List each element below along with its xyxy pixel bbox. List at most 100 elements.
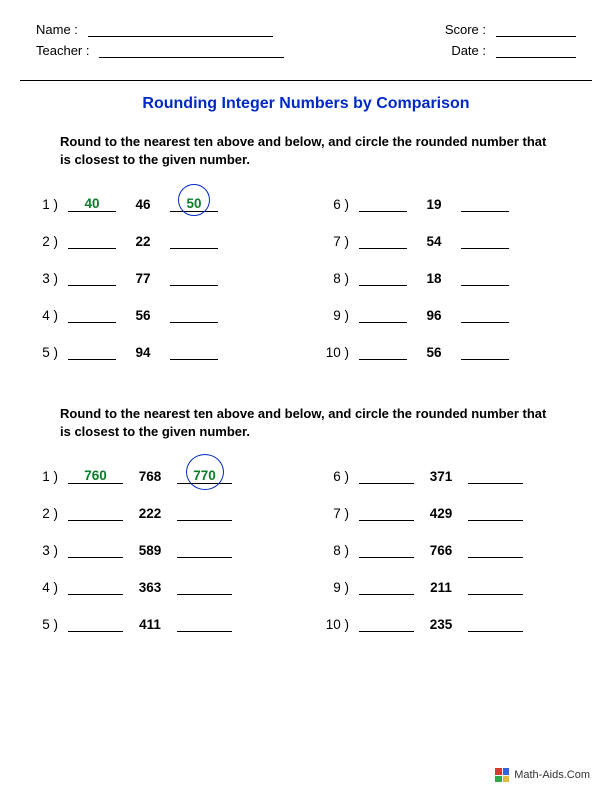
problems: 1 )4046502 )223 )774 )565 )946 )197 )548… bbox=[0, 186, 612, 371]
teacher-label: Teacher : bbox=[36, 43, 89, 58]
above-blank[interactable] bbox=[461, 308, 509, 323]
score-blank[interactable] bbox=[496, 23, 576, 37]
problem-number: 3 ) bbox=[30, 271, 64, 286]
problem-row: 5 )94 bbox=[30, 334, 297, 371]
above-blank[interactable] bbox=[461, 345, 509, 360]
instruction: Round to the nearest ten above and below… bbox=[60, 405, 552, 440]
above-blank[interactable] bbox=[468, 543, 523, 558]
below-blank[interactable] bbox=[68, 345, 116, 360]
below-blank[interactable] bbox=[359, 308, 407, 323]
above-blank[interactable] bbox=[170, 308, 218, 323]
below-blank[interactable] bbox=[359, 543, 414, 558]
above-blank[interactable] bbox=[177, 617, 232, 632]
given-number: 56 bbox=[411, 345, 457, 360]
given-number: 56 bbox=[120, 308, 166, 323]
problem-row: 10 )235 bbox=[317, 606, 584, 643]
above-blank[interactable] bbox=[468, 617, 523, 632]
above-blank[interactable] bbox=[468, 469, 523, 484]
below-blank[interactable] bbox=[359, 469, 414, 484]
below-blank[interactable] bbox=[68, 580, 123, 595]
problem-number: 6 ) bbox=[317, 197, 355, 212]
name-field: Name : bbox=[36, 22, 273, 37]
logo-icon bbox=[495, 768, 509, 782]
answer-circle bbox=[186, 454, 224, 490]
above-blank[interactable] bbox=[177, 543, 232, 558]
given-number: 77 bbox=[120, 271, 166, 286]
section: Round to the nearest ten above and below… bbox=[0, 405, 612, 643]
given-number: 411 bbox=[127, 617, 173, 632]
given-number: 768 bbox=[127, 469, 173, 484]
above-blank[interactable] bbox=[468, 506, 523, 521]
header-rule bbox=[20, 80, 592, 81]
given-number: 22 bbox=[120, 234, 166, 249]
column-left: 1 )7607687702 )2223 )5894 )3635 )411 bbox=[30, 458, 297, 643]
given-number: 18 bbox=[411, 271, 457, 286]
below-blank[interactable] bbox=[359, 271, 407, 286]
column-right: 6 )371 7 ) 429 8 ) 766 9 ) 211 10 )235 bbox=[317, 458, 584, 643]
given-number: 429 bbox=[418, 506, 464, 521]
below-blank[interactable] bbox=[359, 345, 407, 360]
above-blank[interactable]: 770 bbox=[177, 469, 232, 484]
problem-row: 6 )371 bbox=[317, 458, 584, 495]
problem-number: 5 ) bbox=[30, 617, 64, 632]
given-number: 589 bbox=[127, 543, 173, 558]
problem-row: 6 ) 19 bbox=[317, 186, 584, 223]
problem-number: 9 ) bbox=[317, 308, 355, 323]
below-blank[interactable] bbox=[68, 234, 116, 249]
problem-row: 10 ) 56 bbox=[317, 334, 584, 371]
header-row-1: Name : Score : bbox=[36, 22, 576, 37]
given-number: 211 bbox=[418, 580, 464, 595]
given-number: 19 bbox=[411, 197, 457, 212]
below-blank[interactable] bbox=[359, 617, 414, 632]
problem-row: 3 )589 bbox=[30, 532, 297, 569]
problem-row: 5 ) 411 bbox=[30, 606, 297, 643]
below-blank[interactable] bbox=[68, 308, 116, 323]
problem-number: 4 ) bbox=[30, 308, 64, 323]
section: Round to the nearest ten above and below… bbox=[0, 133, 612, 371]
sections: Round to the nearest ten above and below… bbox=[0, 133, 612, 643]
below-blank[interactable]: 40 bbox=[68, 197, 116, 212]
below-blank[interactable] bbox=[359, 580, 414, 595]
problem-number: 8 ) bbox=[317, 271, 355, 286]
above-blank[interactable] bbox=[461, 271, 509, 286]
problem-number: 10 ) bbox=[317, 345, 355, 360]
problem-number: 10 ) bbox=[317, 617, 355, 632]
below-blank[interactable] bbox=[68, 617, 123, 632]
name-blank[interactable] bbox=[88, 23, 273, 37]
date-label: Date : bbox=[451, 43, 486, 58]
footer: Math-Aids.Com bbox=[495, 768, 590, 782]
problem-number: 2 ) bbox=[30, 506, 64, 521]
above-blank[interactable] bbox=[177, 506, 232, 521]
score-label: Score : bbox=[445, 22, 486, 37]
above-blank[interactable] bbox=[177, 580, 232, 595]
teacher-blank[interactable] bbox=[99, 44, 284, 58]
above-blank[interactable] bbox=[468, 580, 523, 595]
teacher-field: Teacher : bbox=[36, 43, 284, 58]
above-blank[interactable] bbox=[461, 234, 509, 249]
above-blank[interactable] bbox=[170, 234, 218, 249]
above-blank[interactable] bbox=[461, 197, 509, 212]
below-blank[interactable] bbox=[359, 197, 407, 212]
date-blank[interactable] bbox=[496, 44, 576, 58]
below-blank[interactable] bbox=[68, 506, 123, 521]
problem-number: 9 ) bbox=[317, 580, 355, 595]
below-blank[interactable] bbox=[359, 234, 407, 249]
below-blank[interactable] bbox=[359, 506, 414, 521]
above-blank[interactable]: 50 bbox=[170, 197, 218, 212]
given-number: 766 bbox=[418, 543, 464, 558]
column-left: 1 )4046502 )223 )774 )565 )94 bbox=[30, 186, 297, 371]
below-blank[interactable] bbox=[68, 543, 123, 558]
given-number: 96 bbox=[411, 308, 457, 323]
problem-number: 8 ) bbox=[317, 543, 355, 558]
above-blank[interactable] bbox=[170, 271, 218, 286]
below-blank[interactable]: 760 bbox=[68, 469, 123, 484]
below-blank[interactable] bbox=[68, 271, 116, 286]
given-number: 222 bbox=[127, 506, 173, 521]
problem-number: 1 ) bbox=[30, 469, 64, 484]
given-number: 46 bbox=[120, 197, 166, 212]
date-field: Date : bbox=[451, 43, 576, 58]
above-blank[interactable] bbox=[170, 345, 218, 360]
problem-number: 7 ) bbox=[317, 506, 355, 521]
name-label: Name : bbox=[36, 22, 78, 37]
problems: 1 )7607687702 )2223 )5894 )3635 )4116 )3… bbox=[0, 458, 612, 643]
